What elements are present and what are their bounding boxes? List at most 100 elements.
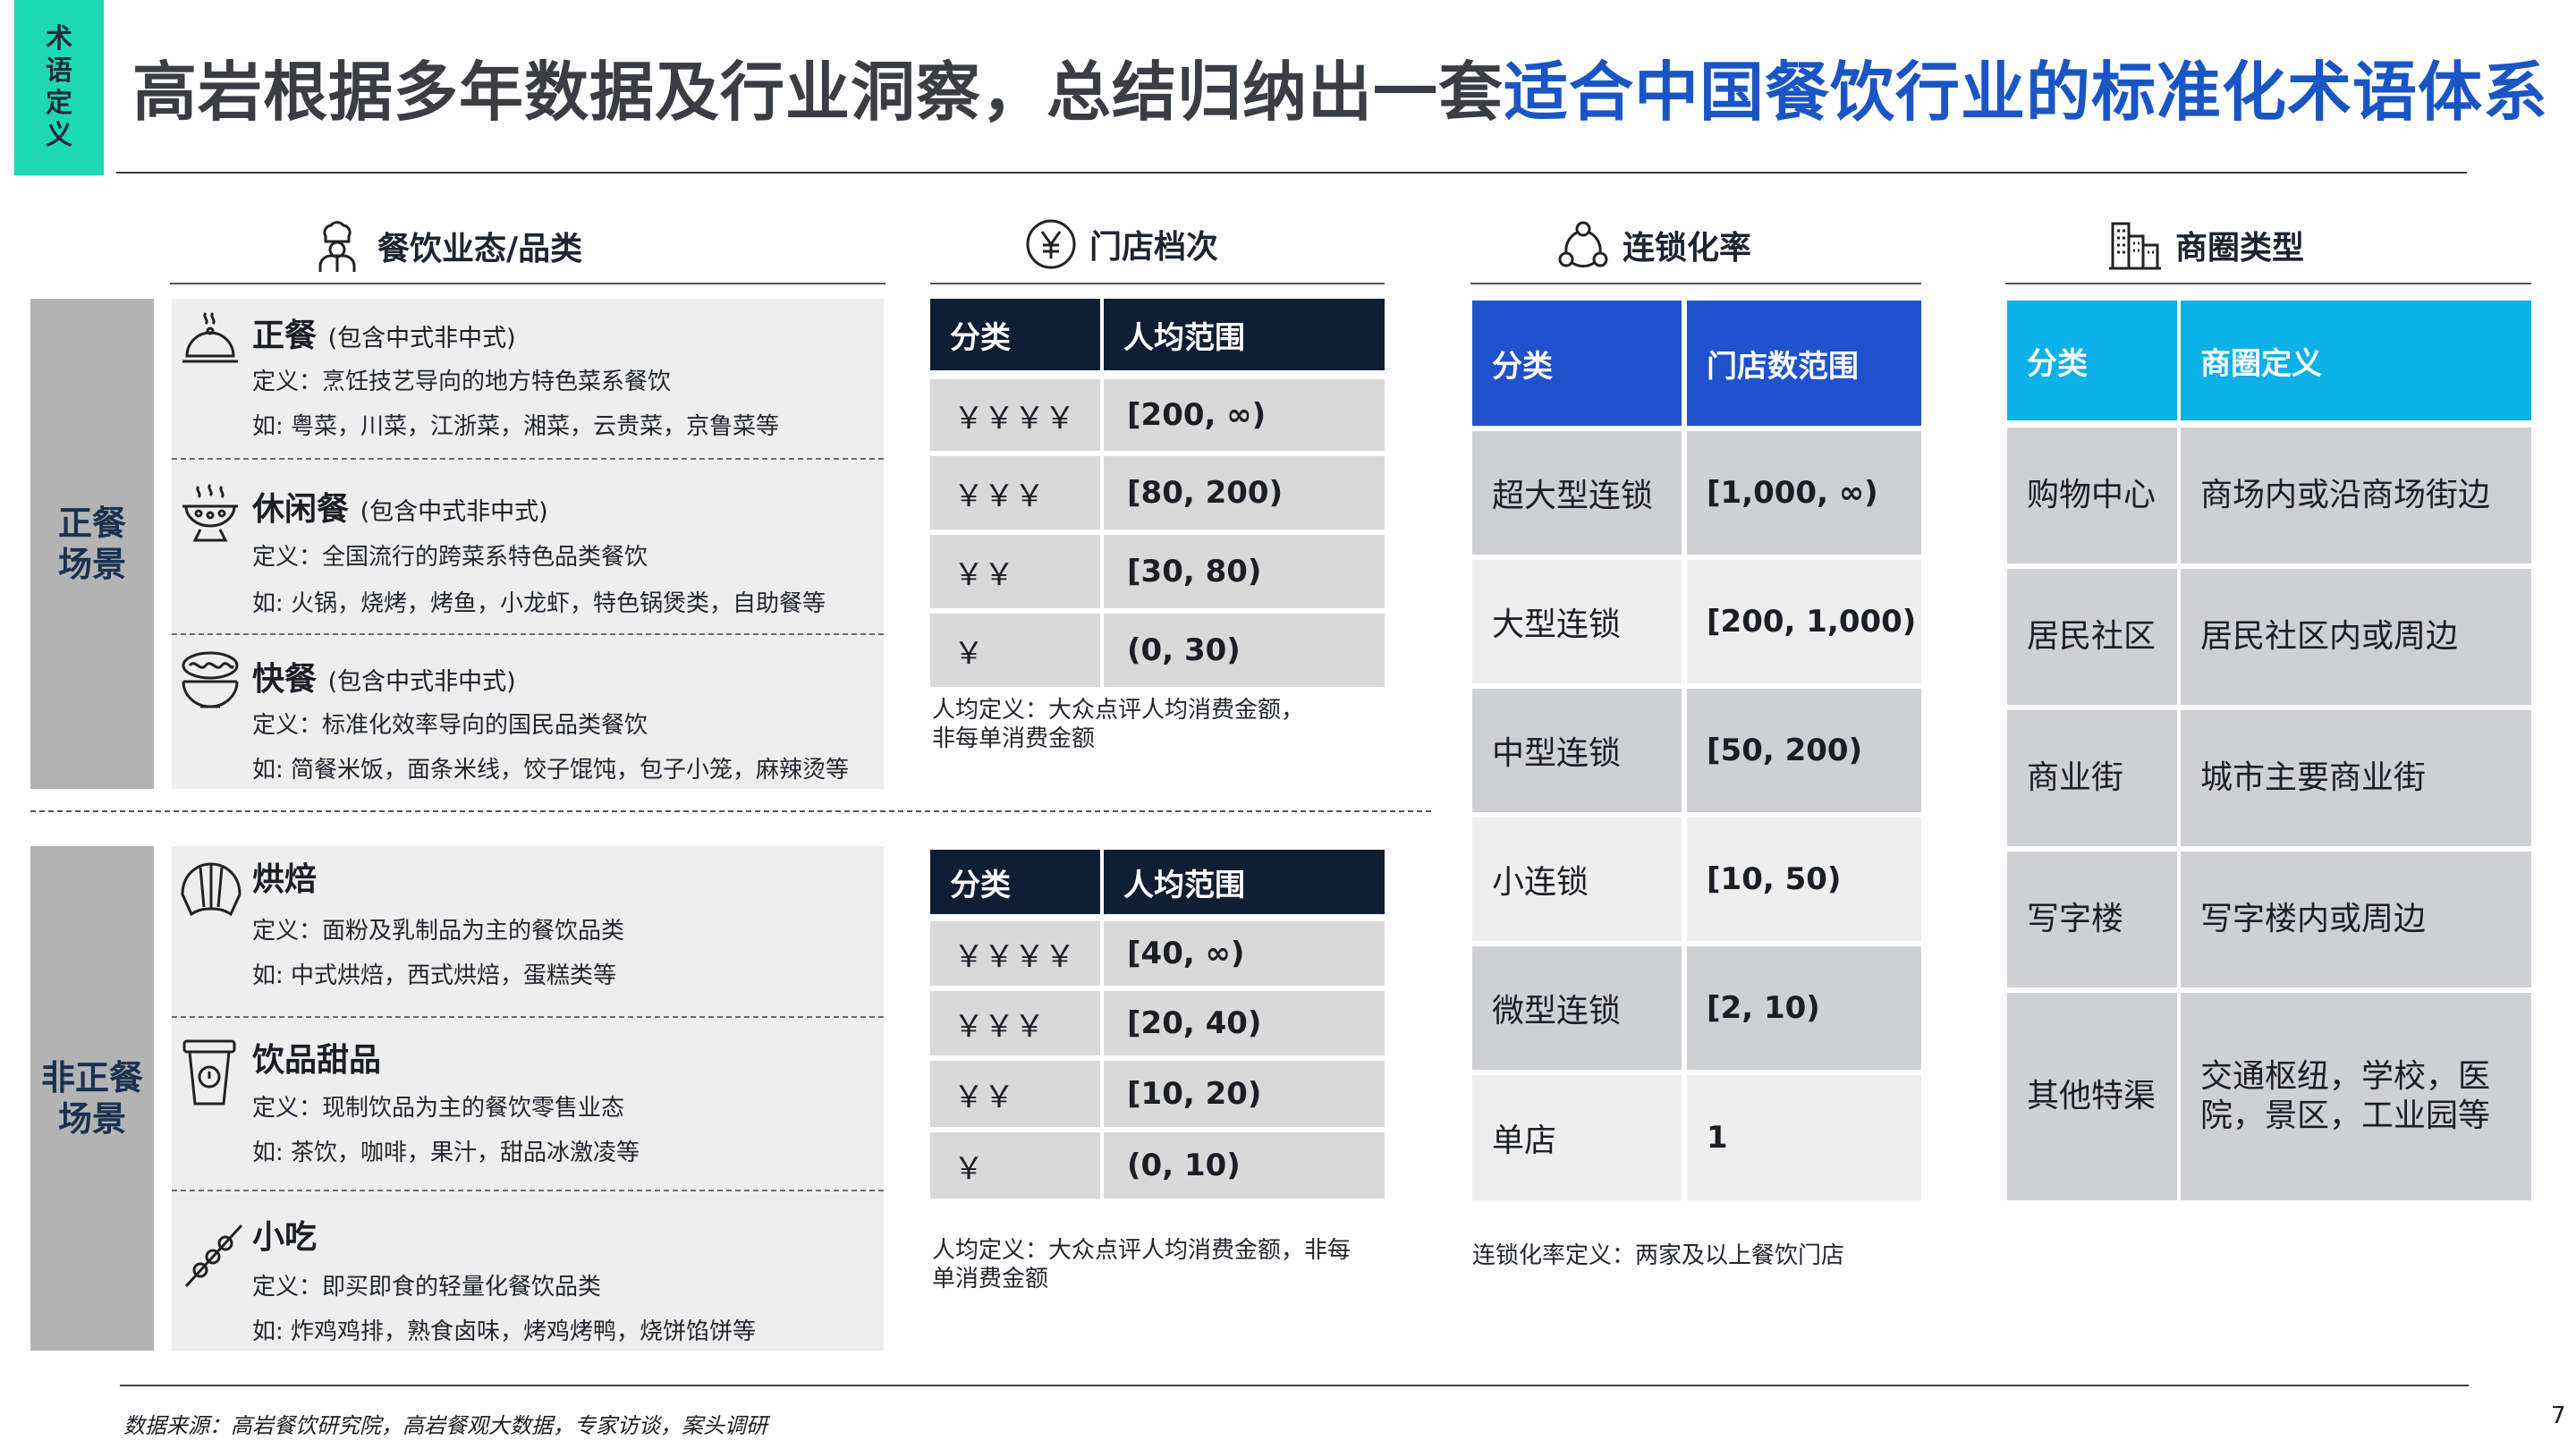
district-cell-category: 购物中心 xyxy=(2007,428,2177,564)
price-header-category: 分类 xyxy=(930,850,1100,914)
category-name: 小吃 xyxy=(252,1211,317,1258)
category-title: 正餐 xyxy=(252,318,318,354)
skewer-icon xyxy=(184,1224,243,1288)
croissant-icon xyxy=(181,862,242,917)
category-examples: 如: 中式烘焙，西式烘焙，蛋糕类等 xyxy=(252,962,617,989)
district-cell-definition: 交通枢纽，学校，医 院，景区，工业园等 xyxy=(2181,993,2531,1200)
tag-char: 术 xyxy=(46,23,72,55)
category-note: (包含中式非中式) xyxy=(360,498,548,526)
chain-cell-category: 微型连锁 xyxy=(1472,946,1682,1070)
category-name: 正餐 (包含中式非中式) xyxy=(252,309,516,356)
price-cell-range: [200, ∞) xyxy=(1104,379,1385,451)
price-cell-range: [40, ∞) xyxy=(1104,921,1385,986)
category-title: 休闲餐 xyxy=(252,491,350,528)
category-examples: 如: 火锅，烧烤，烤鱼，小龙虾，特色锅煲类，自助餐等 xyxy=(252,590,826,617)
category-name: 饮品甜品 xyxy=(252,1034,381,1080)
category-definition: 定义：标准化效率导向的国民品类餐饮 xyxy=(252,712,648,739)
tag-char: 语 xyxy=(46,55,72,87)
category-name: 休闲餐 (包含中式非中式) xyxy=(252,483,548,530)
chain-cell-range: [1,000, ∞) xyxy=(1687,431,1921,555)
price-cell-range: [20, 40) xyxy=(1104,991,1385,1055)
price-cell-category: ￥ xyxy=(930,614,1100,687)
footer-divider xyxy=(120,1385,2469,1386)
scenario-formal: 正餐 场景 xyxy=(30,299,154,789)
drink-cup-icon xyxy=(182,1039,236,1106)
chain-cell-category: 超大型连锁 xyxy=(1472,431,1682,555)
district-cell-category: 居民社区 xyxy=(2007,569,2177,705)
section-chain-underline xyxy=(1470,283,1921,284)
district-cell-category: 商业街 xyxy=(2007,710,2177,846)
chain-cell-range: [200, 1,000) xyxy=(1687,560,1921,683)
price-cell-range: (0, 10) xyxy=(1104,1132,1385,1199)
price-cell-category: ￥￥￥ xyxy=(930,991,1100,1055)
price-header-range: 人均范围 xyxy=(1104,850,1385,914)
buildings-icon xyxy=(2109,222,2161,270)
category-name: 烘焙 xyxy=(252,853,317,900)
price-cell-range: (0, 30) xyxy=(1104,614,1385,687)
district-cell-definition: 商场内或沿商场街边 xyxy=(2181,428,2531,564)
noodle-bowl-icon xyxy=(182,651,239,708)
term-definition-tag: 术 语 定 义 xyxy=(14,0,104,175)
section-category-label: 餐饮业态/品类 xyxy=(377,231,583,267)
district-cell-category: 其他特渠 xyxy=(2007,993,2177,1200)
price-note: 人均定义：大众点评人均消费金额，非每 单消费金额 xyxy=(932,1237,1352,1292)
category-title: 小吃 xyxy=(252,1219,318,1256)
chain-note: 连锁化率定义：两家及以上餐饮门店 xyxy=(1472,1242,1845,1269)
category-examples: 如: 炸鸡鸡排，熟食卤味，烤鸡烤鸭，烧饼馅饼等 xyxy=(252,1318,757,1345)
price-note: 人均定义：大众点评人均消费金额， 非每单消费金额 xyxy=(932,697,1305,752)
formal-category-panel xyxy=(172,299,884,789)
section-district-underline xyxy=(2005,283,2531,284)
category-definition: 定义：烹饪技艺导向的地方特色菜系餐饮 xyxy=(252,369,672,395)
price-header-category: 分类 xyxy=(930,299,1100,370)
category-definition: 定义：全国流行的跨菜系特色品类餐饮 xyxy=(252,544,648,571)
price-cell-category: ￥￥ xyxy=(930,535,1100,608)
yen-circle-icon xyxy=(1026,219,1076,269)
scenario-informal: 非正餐 场景 xyxy=(30,846,154,1351)
category-title: 烘焙 xyxy=(252,861,318,898)
price-cell-range: [10, 20) xyxy=(1104,1061,1385,1127)
chain-cell-range: 1 xyxy=(1687,1075,1921,1200)
chain-header-range: 门店数范围 xyxy=(1687,301,1921,426)
category-title: 饮品甜品 xyxy=(252,1042,382,1079)
category-examples: 如: 茶饮，咖啡，果汁，甜品冰激凌等 xyxy=(252,1140,640,1166)
category-note: (包含中式非中式) xyxy=(327,325,516,352)
district-cell-definition: 居民社区内或周边 xyxy=(2181,569,2531,705)
section-price-label: 门店档次 xyxy=(1089,229,1219,266)
page-title: 高岩根据多年数据及行业洞察，总结归纳出一套适合中国餐饮行业的标准化术语体系 xyxy=(132,39,2548,133)
category-separator xyxy=(172,458,884,460)
section-category-underline xyxy=(170,283,886,284)
category-definition: 定义：面粉及乳制品为主的餐饮品类 xyxy=(252,918,625,945)
title-main: 高岩根据多年数据及行业洞察，总结归纳出一套 xyxy=(132,55,1504,130)
section-district-label: 商圈类型 xyxy=(2175,230,2305,267)
category-name: 快餐 (包含中式非中式) xyxy=(252,653,516,699)
district-header-definition: 商圈定义 xyxy=(2181,301,2531,420)
tag-char: 定 xyxy=(46,88,72,119)
chain-cell-range: [2, 10) xyxy=(1687,946,1921,1070)
footer-source: 数据来源：高岩餐饮研究院，高岩餐观大数据，专家访谈，案头调研 xyxy=(123,1413,767,1438)
price-cell-range: [80, 200) xyxy=(1104,456,1385,530)
category-definition: 定义：现制饮品为主的餐饮零售业态 xyxy=(252,1095,625,1122)
chain-cell-range: [10, 50) xyxy=(1687,818,1921,941)
chain-header-category: 分类 xyxy=(1472,301,1682,426)
cloche-icon xyxy=(182,311,238,363)
category-separator xyxy=(172,633,884,635)
section-chain: 连锁化率 xyxy=(1556,218,1751,272)
title-divider xyxy=(116,172,2467,174)
price-cell-category: ￥￥￥￥ xyxy=(930,921,1100,986)
price-header-range: 人均范围 xyxy=(1104,299,1385,370)
informal-category-panel xyxy=(172,846,884,1351)
category-definition: 定义：即买即食的轻量化餐饮品类 xyxy=(252,1274,602,1301)
price-cell-category: ￥￥ xyxy=(930,1061,1100,1127)
hotpot-icon xyxy=(182,483,238,542)
district-cell-definition: 城市主要商业街 xyxy=(2181,710,2531,846)
category-separator xyxy=(172,1190,884,1191)
network-icon xyxy=(1558,221,1608,267)
tag-char: 义 xyxy=(46,120,72,151)
chain-cell-range: [50, 200) xyxy=(1687,689,1921,812)
section-price-underline xyxy=(930,283,1385,284)
price-cell-category: ￥ xyxy=(930,1132,1100,1199)
section-price: 门店档次 xyxy=(1025,218,1218,270)
chain-cell-category: 中型连锁 xyxy=(1472,689,1682,812)
district-header-category: 分类 xyxy=(2007,301,2177,420)
price-cell-category: ￥￥￥￥ xyxy=(930,379,1100,451)
